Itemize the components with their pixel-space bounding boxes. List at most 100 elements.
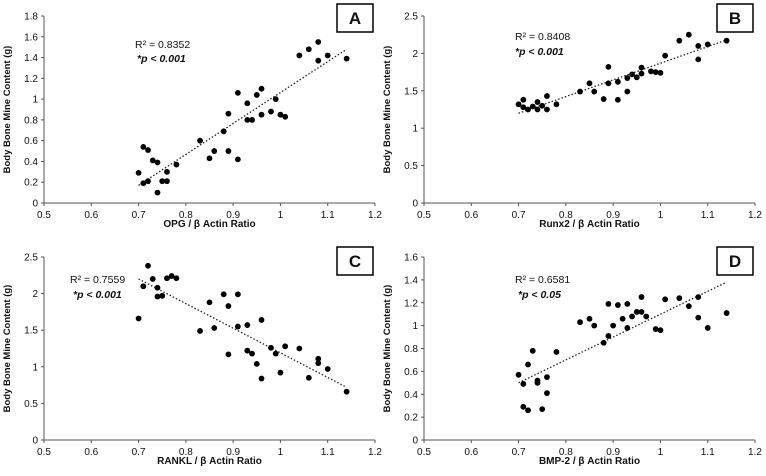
x-tick-label: 1.1 <box>701 447 715 458</box>
trendline <box>138 48 347 186</box>
data-point <box>154 159 161 166</box>
data-point <box>600 96 607 102</box>
data-point <box>638 70 645 77</box>
data-point <box>268 108 274 115</box>
data-point <box>234 156 241 163</box>
data-point <box>520 381 527 387</box>
y-tick-label: 1.4 <box>404 275 418 286</box>
data-point <box>164 275 170 282</box>
p-value-label: *p < 0.001 <box>515 46 564 58</box>
y-tick-label: 0 <box>32 199 38 210</box>
x-axis-title: Runx2 / β Actin Ratio <box>539 219 640 230</box>
data-point <box>140 144 147 150</box>
y-tick-label: 0.4 <box>404 390 418 401</box>
scatter-panel-c: 0.5 0.6 0.7 0.8 0.9 1 1.1 1.200.511.522.5RANKL … <box>2 246 382 467</box>
x-tick-label: 0.5 <box>417 447 431 458</box>
data-point <box>662 296 669 303</box>
data-point <box>140 283 147 290</box>
trendline <box>518 281 727 384</box>
data-point <box>206 155 213 162</box>
data-point <box>723 310 730 316</box>
data-point <box>638 64 645 71</box>
data-point <box>258 111 265 118</box>
x-tick-label: 1.2 <box>748 447 762 458</box>
data-point <box>685 303 692 310</box>
data-point <box>591 88 598 95</box>
r-squared-label: R² = 0.7559 <box>70 274 125 286</box>
x-tick-label: 0.6 <box>464 210 478 221</box>
data-point <box>525 361 531 368</box>
data-point <box>154 284 161 291</box>
x-axis-title: OPG / β Actin Ratio <box>163 219 255 230</box>
data-point <box>135 315 142 322</box>
x-tick-label: 0.9 <box>606 210 620 221</box>
data-point <box>315 360 322 367</box>
x-tick-label: 0.5 <box>37 210 51 221</box>
data-point <box>277 111 284 118</box>
x-tick-label: 0.8 <box>559 210 573 221</box>
data-point <box>577 319 583 326</box>
data-point <box>296 345 303 352</box>
x-tick-label: 0.5 <box>417 210 431 221</box>
x-tick-label: 1 <box>658 210 664 221</box>
data-point <box>633 309 640 315</box>
data-point <box>324 366 331 372</box>
y-tick-label: 0.8 <box>24 115 38 126</box>
p-value-label: *p < 0.001 <box>137 53 186 65</box>
panel-label-box <box>716 3 754 33</box>
data-point <box>220 128 227 135</box>
data-point <box>206 299 213 306</box>
data-point <box>305 374 312 381</box>
data-point <box>343 55 350 62</box>
data-point <box>253 360 260 367</box>
panel-label: D <box>729 252 741 271</box>
data-point <box>676 295 683 302</box>
data-point <box>577 88 583 95</box>
y-axis-title: Body Bone Mine Content (g) <box>2 285 13 413</box>
data-point <box>544 93 550 99</box>
data-point <box>277 369 284 376</box>
data-point <box>529 103 536 110</box>
data-point <box>282 113 289 120</box>
data-point <box>638 294 645 300</box>
data-point <box>544 390 550 397</box>
x-tick-label: 1.1 <box>701 210 715 221</box>
data-point <box>695 43 702 49</box>
data-point <box>610 322 617 329</box>
data-point <box>544 106 550 113</box>
data-point <box>624 325 631 331</box>
y-tick-label: 0 <box>412 436 418 447</box>
data-point <box>614 78 621 85</box>
data-point <box>164 178 170 185</box>
data-point <box>643 313 650 320</box>
data-point <box>648 68 654 75</box>
data-point <box>605 63 612 70</box>
trendline <box>138 278 347 388</box>
x-tick-label: 1.2 <box>368 447 382 458</box>
r-squared-label: R² = 0.6581 <box>515 274 570 286</box>
x-axis-title: RANKL / β Actin Ratio <box>157 456 262 467</box>
data-point <box>553 101 560 108</box>
data-point <box>629 313 635 320</box>
data-point <box>534 99 541 105</box>
data-point <box>173 275 180 282</box>
scatter-panel-a: 0.5 0.6 0.7 0.8 0.9 1 1.1 1.2 0 0.2 0.4 0.6 0.8 1 1.2 1… <box>2 3 382 230</box>
x-axis-title: BMP-2 / β Actin Ratio <box>539 456 640 467</box>
data-point <box>234 323 241 330</box>
data-point <box>586 315 593 322</box>
data-point <box>164 168 170 175</box>
data-point <box>220 291 227 298</box>
data-point <box>149 157 156 164</box>
y-tick-label: 0.8 <box>404 344 418 355</box>
data-point <box>197 137 203 144</box>
data-point <box>225 110 232 117</box>
data-point <box>614 96 621 103</box>
data-point <box>662 52 669 59</box>
panel-label-box <box>336 3 374 33</box>
data-point <box>652 326 659 332</box>
scatter-panel-d: 0.5 0.6 0.7 0.8 0.9 1 1.1 1.2 0 0.2 0.4 0.6 0.8 1 1.2 1… <box>382 246 762 467</box>
y-tick-label: 1.6 <box>24 32 38 43</box>
x-tick-label: 1.2 <box>748 210 762 221</box>
x-tick-label: 1 <box>278 210 284 221</box>
y-tick-label: 2.5 <box>404 12 418 23</box>
